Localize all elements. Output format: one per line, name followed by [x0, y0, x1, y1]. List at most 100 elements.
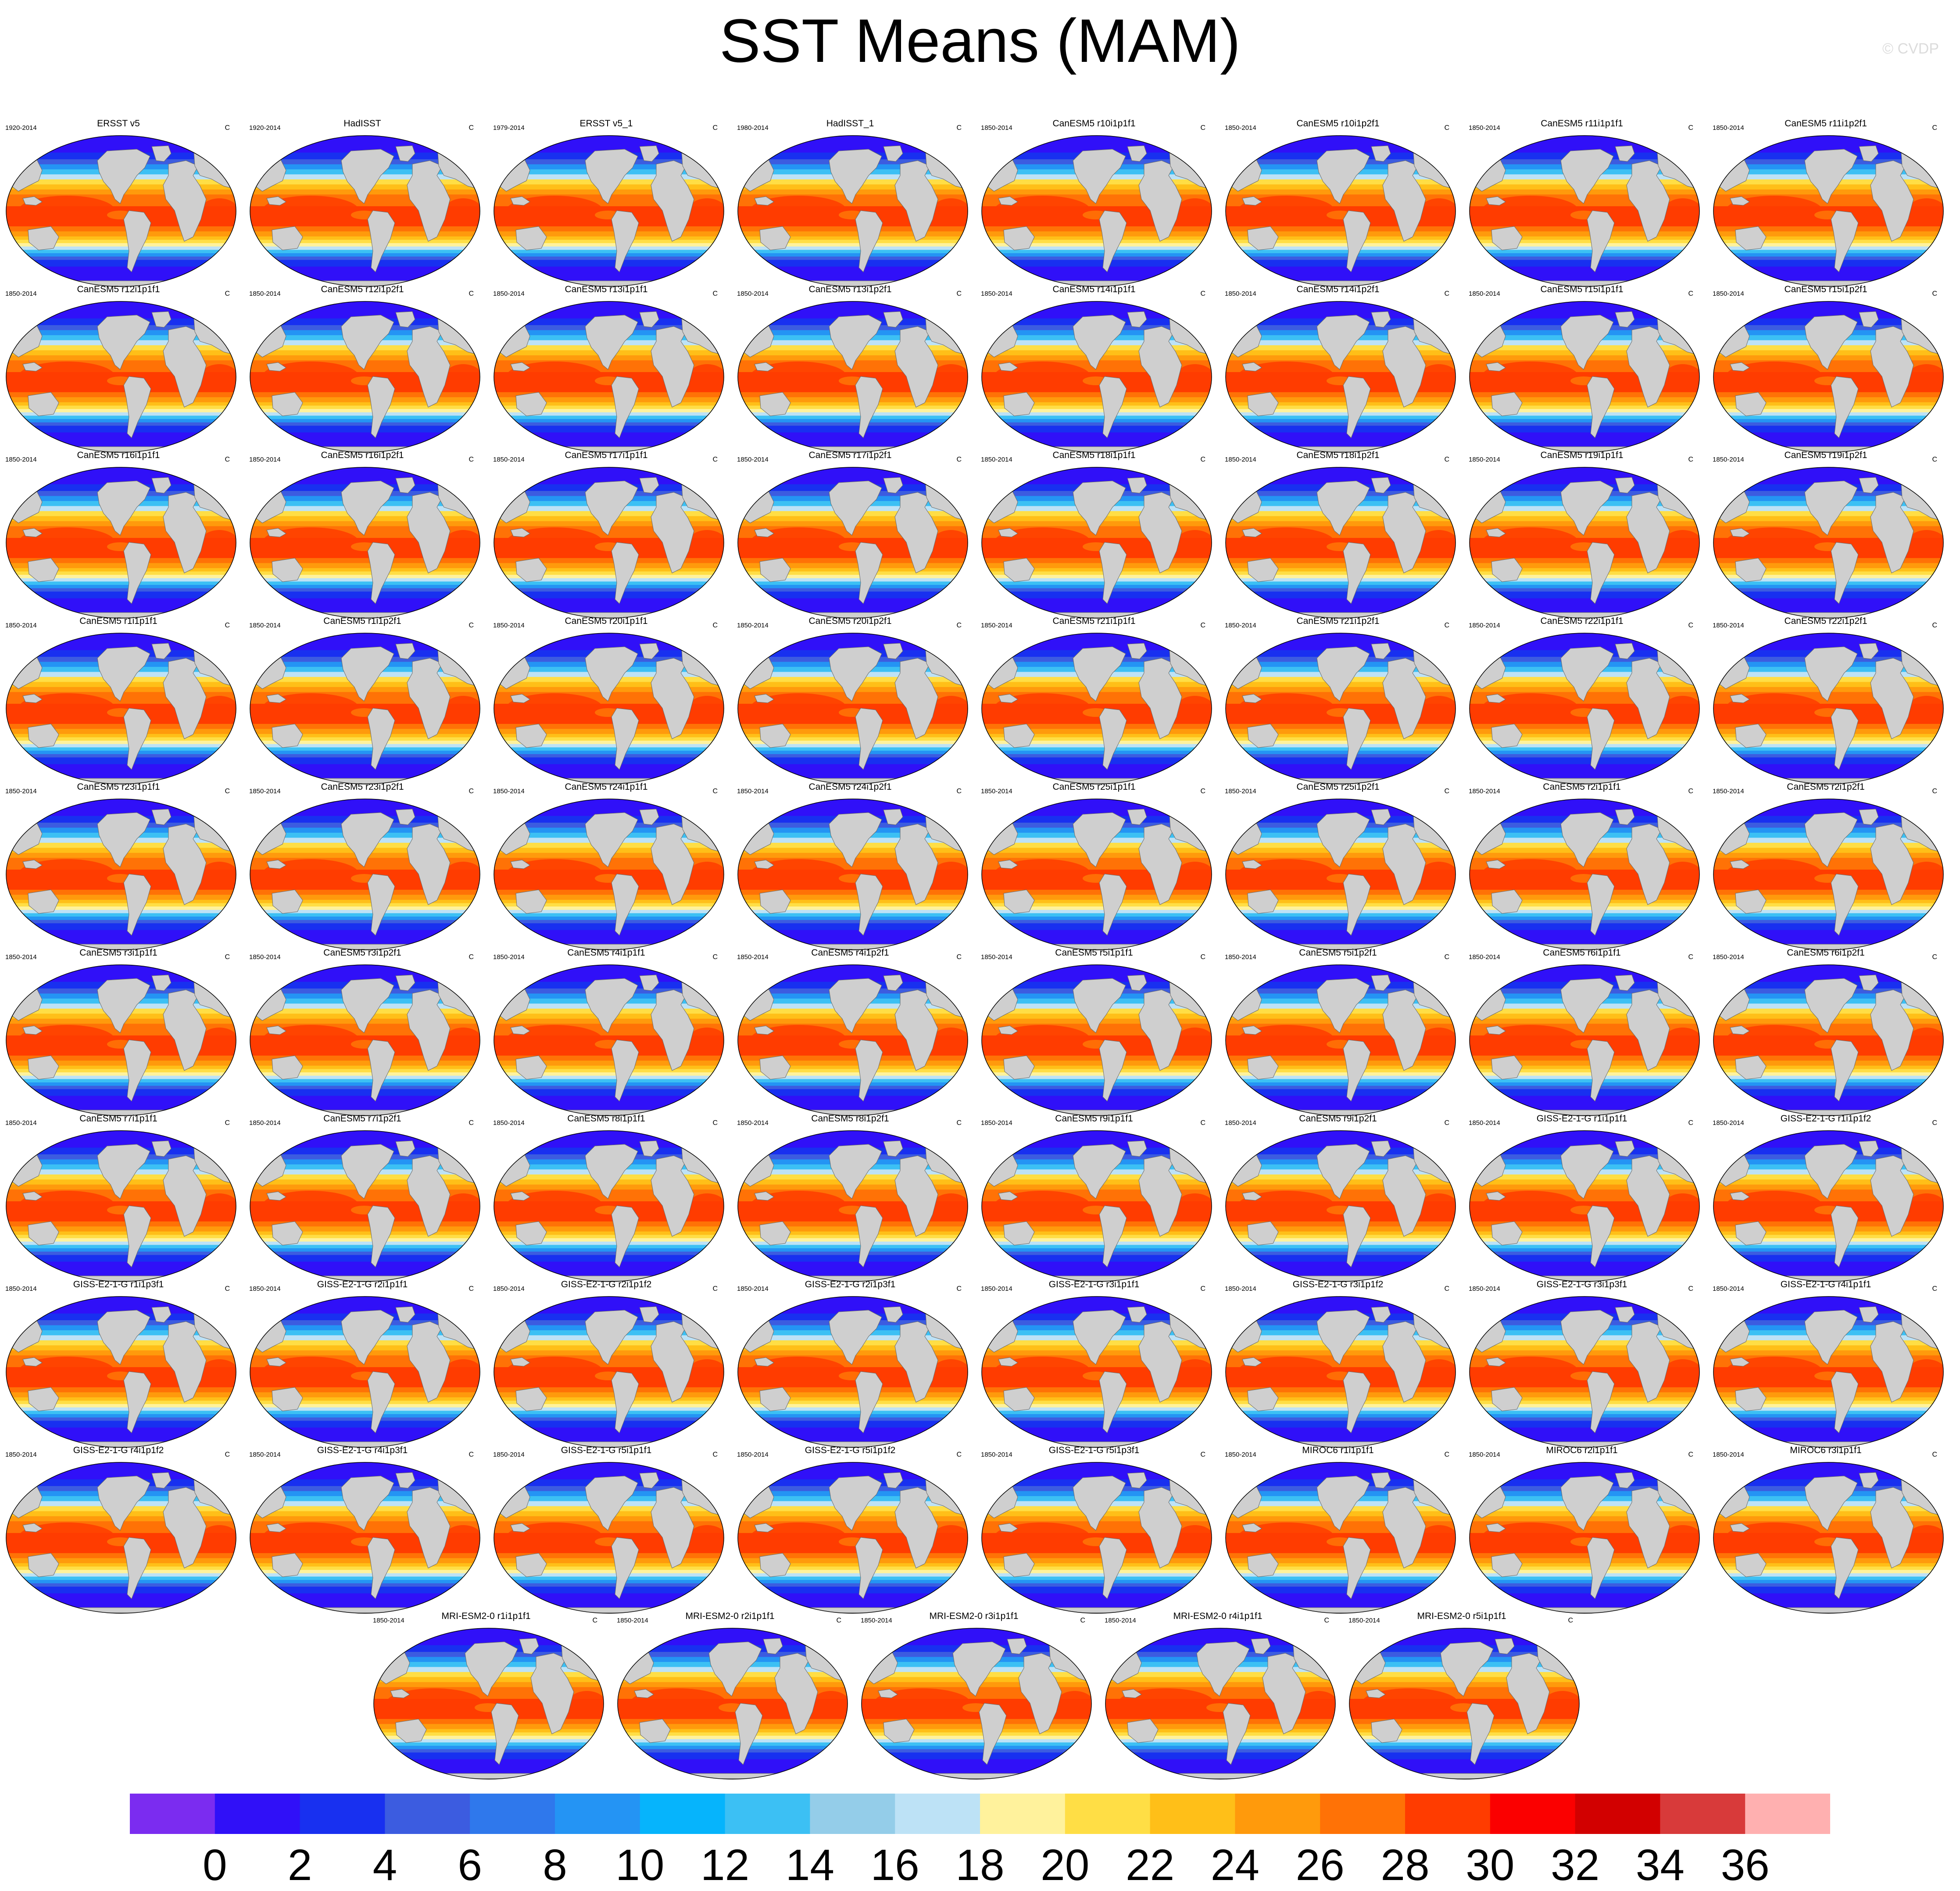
sst-band — [982, 236, 1212, 240]
sst-band — [494, 1586, 724, 1594]
map-area — [737, 1128, 969, 1284]
land-mass — [913, 1773, 1045, 1779]
sst-band — [250, 558, 480, 563]
map-outline — [494, 633, 724, 784]
sst-band — [982, 1410, 1212, 1415]
sst-band — [1470, 1238, 1699, 1242]
colorbar-swatch — [1235, 1794, 1320, 1834]
sst-band — [250, 920, 480, 924]
map-panel: 1850-2014 CanESM5 r10i1p1f1 C — [976, 118, 1212, 290]
panel-units: C — [469, 290, 474, 297]
sst-map — [1225, 1462, 1456, 1614]
land-mass — [611, 1537, 639, 1599]
sst-band — [1713, 754, 1943, 758]
sst-band — [738, 1392, 968, 1397]
warm-pool — [262, 859, 359, 889]
sst-band — [982, 1251, 1212, 1255]
panel-title: CanESM5 r2i1p1f1 — [1543, 782, 1621, 792]
sst-band — [6, 1241, 236, 1245]
panel-title: CanESM5 r15i1p2f1 — [1784, 284, 1867, 294]
sst-band — [6, 1400, 236, 1404]
sst-map — [250, 799, 480, 950]
sst-band — [1226, 1244, 1456, 1249]
land-mass — [266, 1357, 286, 1367]
sst-band — [6, 1244, 236, 1249]
panel-units: C — [225, 953, 230, 961]
sst-map — [1713, 1462, 1944, 1614]
sst-band — [6, 243, 236, 247]
sst-band — [738, 1089, 968, 1096]
warm-pool — [1726, 196, 1822, 226]
sst-band — [862, 1732, 1091, 1736]
map-area — [737, 963, 969, 1118]
sst-band — [1470, 256, 1699, 260]
sst-band — [374, 1739, 604, 1743]
panel-units: C — [1688, 1285, 1693, 1293]
land-mass — [998, 1357, 1018, 1367]
panel-units: C — [1444, 788, 1449, 795]
sst-band — [982, 1414, 1212, 1418]
sst-band — [1226, 419, 1456, 423]
map-outline — [1225, 301, 1456, 453]
sst-band — [250, 1075, 480, 1079]
sst-band — [618, 1729, 848, 1733]
sst-band — [494, 1420, 724, 1428]
panel-units: C — [469, 456, 474, 463]
map-area — [1225, 465, 1456, 620]
sst-band — [1105, 1729, 1335, 1733]
sst-band — [1470, 562, 1699, 568]
sst-band — [1226, 422, 1456, 426]
colorbar-swatch — [1575, 1794, 1660, 1834]
land-mass — [1223, 1703, 1251, 1765]
panel-title: CanESM5 r10i1p1f1 — [1052, 118, 1136, 129]
sst-band — [1470, 584, 1699, 588]
sst-band — [982, 910, 1212, 913]
land-mass — [1730, 362, 1750, 372]
panel-units: C — [956, 1285, 962, 1293]
sst-band — [494, 1392, 724, 1397]
land-mass — [1859, 643, 1879, 659]
sst-band — [250, 562, 480, 568]
sst-band — [1470, 253, 1699, 257]
sst-band — [494, 405, 724, 409]
panel-title: CanESM5 r25i1p1f1 — [1052, 782, 1136, 792]
warm-pool — [1176, 1525, 1212, 1551]
map-area — [249, 133, 481, 289]
sst-band — [982, 1244, 1212, 1249]
warm-pool — [262, 1025, 359, 1055]
warm-pool — [994, 1025, 1091, 1055]
land-mass — [754, 362, 774, 372]
sst-band — [6, 259, 236, 267]
land-mass — [855, 542, 883, 604]
sst-band — [1713, 249, 1943, 254]
panel-title: CanESM5 r3i1p1f1 — [79, 948, 157, 958]
map-outline — [1713, 135, 1944, 287]
panel-title: GISS-E2-1-G r5i1p1f1 — [561, 1445, 652, 1455]
sst-band — [1713, 397, 1943, 402]
sst-band — [738, 412, 968, 416]
warm-pool — [1420, 1359, 1456, 1386]
land-mass — [1371, 1306, 1391, 1323]
sst-band — [1226, 568, 1456, 572]
sst-band — [250, 1586, 480, 1594]
land-mass — [123, 1537, 151, 1599]
sst-band — [1349, 1752, 1579, 1759]
sst-band — [1470, 916, 1699, 920]
land-mass — [1099, 1205, 1127, 1268]
land-mass — [1316, 149, 1370, 204]
sst-band — [1226, 578, 1456, 582]
panel-title: GISS-E2-1-G r3i1p1f1 — [1048, 1279, 1140, 1289]
land-mass — [367, 542, 395, 604]
panel-title: CanESM5 r19i1p1f1 — [1540, 450, 1624, 460]
sst-band — [862, 1739, 1091, 1743]
sst-map — [6, 964, 236, 1116]
sst-band — [1470, 412, 1699, 416]
warm-pool — [262, 1357, 359, 1386]
warm-pool — [262, 527, 359, 557]
map-outline — [494, 964, 724, 1116]
sst-band — [1713, 903, 1943, 907]
panel-units: C — [712, 456, 718, 463]
panel-units: C — [1444, 1119, 1449, 1127]
land-mass — [22, 860, 43, 869]
panel-period: 1850-2014 — [981, 124, 1012, 132]
